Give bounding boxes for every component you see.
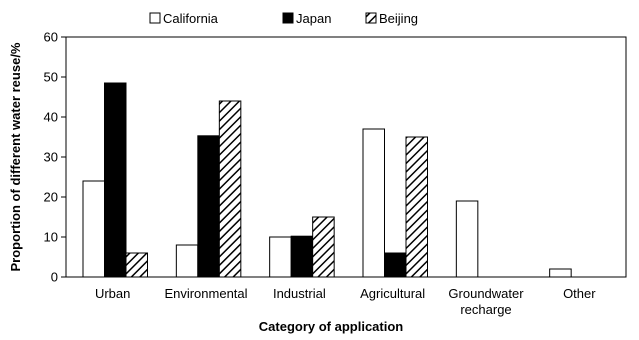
- bar-beijing-agricultural: [405, 136, 428, 278]
- plot-frame: [65, 36, 627, 278]
- y-tick-label: 10: [44, 230, 58, 245]
- legend-swatch-california: [149, 12, 161, 24]
- x-axis-title: Category of application: [259, 319, 404, 334]
- legend-swatch-beijing: [365, 12, 377, 24]
- bar-california-environmental: [175, 244, 199, 278]
- bar-california-urban: [82, 180, 105, 278]
- y-tick-label: 30: [44, 150, 58, 165]
- y-tick-label: 40: [44, 110, 58, 125]
- legend-label-beijing: Beijing: [379, 11, 418, 26]
- bar-japan-agricultural: [384, 252, 407, 278]
- x-tick-label: Agricultural: [360, 286, 425, 301]
- x-tick-label: Environmental: [164, 286, 247, 301]
- bar-california-industrial: [269, 236, 292, 278]
- bar-beijing-industrial: [312, 216, 335, 278]
- y-tick-label: 60: [44, 30, 58, 45]
- y-tick-label: 20: [44, 190, 58, 205]
- bar-california-other: [549, 268, 572, 278]
- legend-label-california: California: [163, 11, 219, 26]
- bar-japan-environmental: [197, 135, 220, 278]
- bar-beijing-urban: [125, 252, 148, 278]
- y-axis-title: Proportion of different water reuse/%: [8, 42, 23, 271]
- bar-california-agricultural: [362, 128, 385, 278]
- bar-beijing-environmental: [218, 100, 242, 278]
- x-tick-label: Industrial: [273, 286, 326, 301]
- x-axis: Urban Environmental Industrial Agricultural…: [95, 286, 596, 317]
- y-tick-label: 50: [44, 70, 58, 85]
- y-tick-label: 0: [51, 270, 58, 285]
- bar-california-groundwater-recharge: [455, 200, 479, 278]
- x-tick-label: recharge: [460, 302, 511, 317]
- legend-swatch-japan: [282, 12, 294, 24]
- x-tick-label: Urban: [95, 286, 130, 301]
- legend: California Japan Beijing: [149, 11, 418, 26]
- x-tick-label: Groundwater: [448, 286, 524, 301]
- bar-japan-urban: [104, 82, 127, 278]
- y-axis: 0 10 20 30 40 50 60: [44, 30, 66, 285]
- bar-japan-industrial: [290, 235, 314, 278]
- x-tick-label: Other: [563, 286, 596, 301]
- legend-label-japan: Japan: [296, 11, 331, 26]
- bars: [82, 82, 572, 278]
